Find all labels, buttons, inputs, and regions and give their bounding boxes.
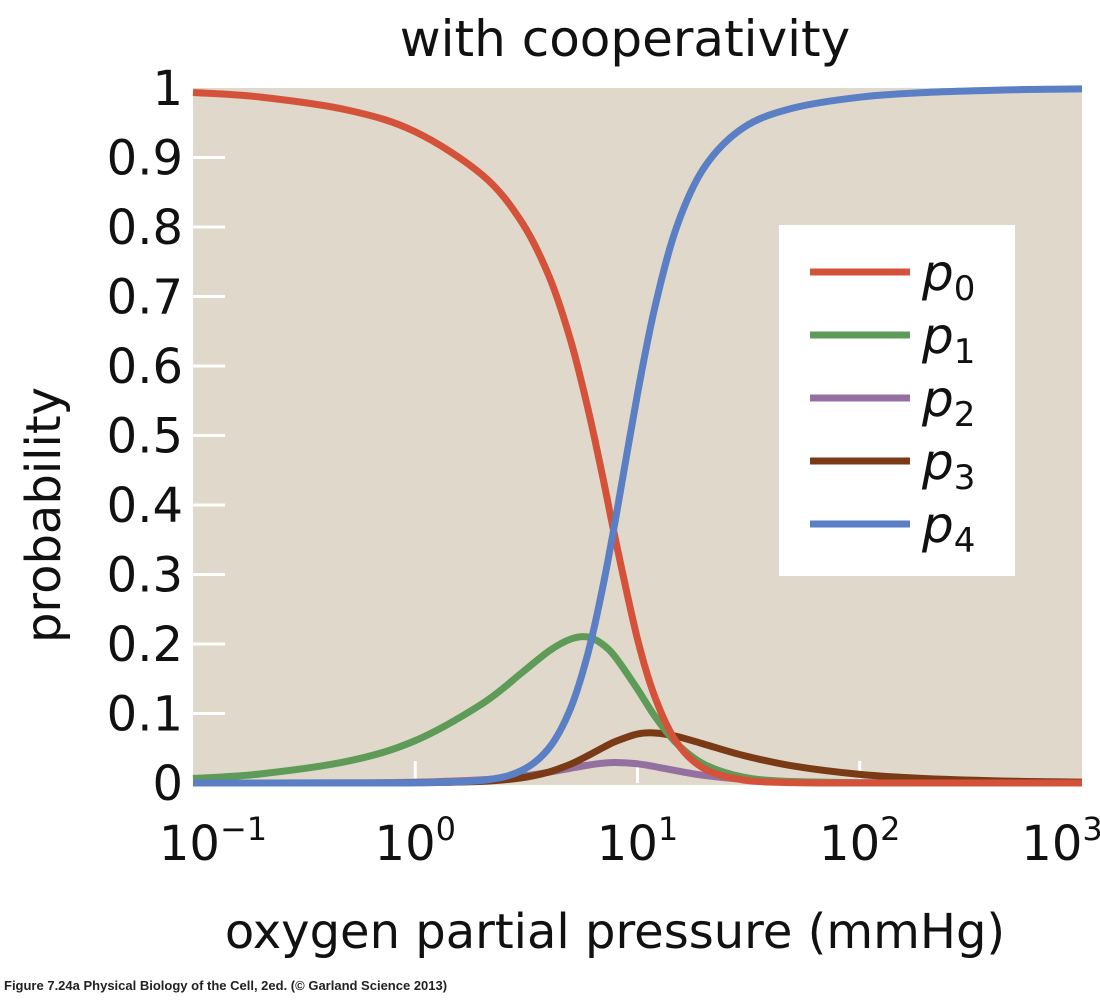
y-tick-label: 0.7: [107, 270, 183, 326]
x-tick-label: 100: [375, 810, 456, 872]
series-line-p4: [192, 85, 1083, 787]
y-tick-label: 0.5: [107, 409, 183, 465]
x-axis-label: oxygen partial pressure (mmHg): [225, 904, 1005, 960]
series-line-p0: [192, 89, 1082, 787]
y-tick-label: 0.6: [107, 339, 183, 395]
y-tick-label: 0: [152, 756, 183, 812]
y-tick-label: 0.3: [107, 548, 183, 604]
y-tick-label: 0.1: [107, 687, 183, 743]
x-tick-label: 103: [1021, 810, 1100, 872]
y-tick-label: 0.8: [107, 200, 183, 256]
x-tick-label: 102: [819, 810, 900, 872]
legend-label-p2: p2: [921, 370, 975, 435]
x-tick-label: 101: [597, 810, 678, 872]
y-tick-label: 1: [152, 61, 183, 117]
figure-caption: Figure 7.24a Physical Biology of the Cel…: [4, 978, 448, 993]
curves: [192, 85, 1083, 787]
y-tick-label: 0.2: [107, 617, 183, 673]
legend-label-p4: p4: [921, 496, 975, 561]
x-tick-label: 10−1: [159, 810, 267, 872]
y-tick-labels: 0 0.1 0.2 0.3 0.4 0.5 0.6 0.7 0.8 0.9 1: [107, 61, 183, 812]
y-axis-label: probability: [16, 387, 72, 643]
legend-label-p1: p1: [921, 307, 975, 372]
chart-title: with cooperativity: [400, 10, 851, 68]
x-tick-labels: 10−1 100 101 102 103: [159, 810, 1100, 872]
legend-label-p3: p3: [921, 433, 975, 498]
legend-label-p0: p0: [921, 244, 975, 309]
y-tick-label: 0.9: [107, 131, 183, 187]
y-tick-label: 0.4: [107, 478, 183, 534]
